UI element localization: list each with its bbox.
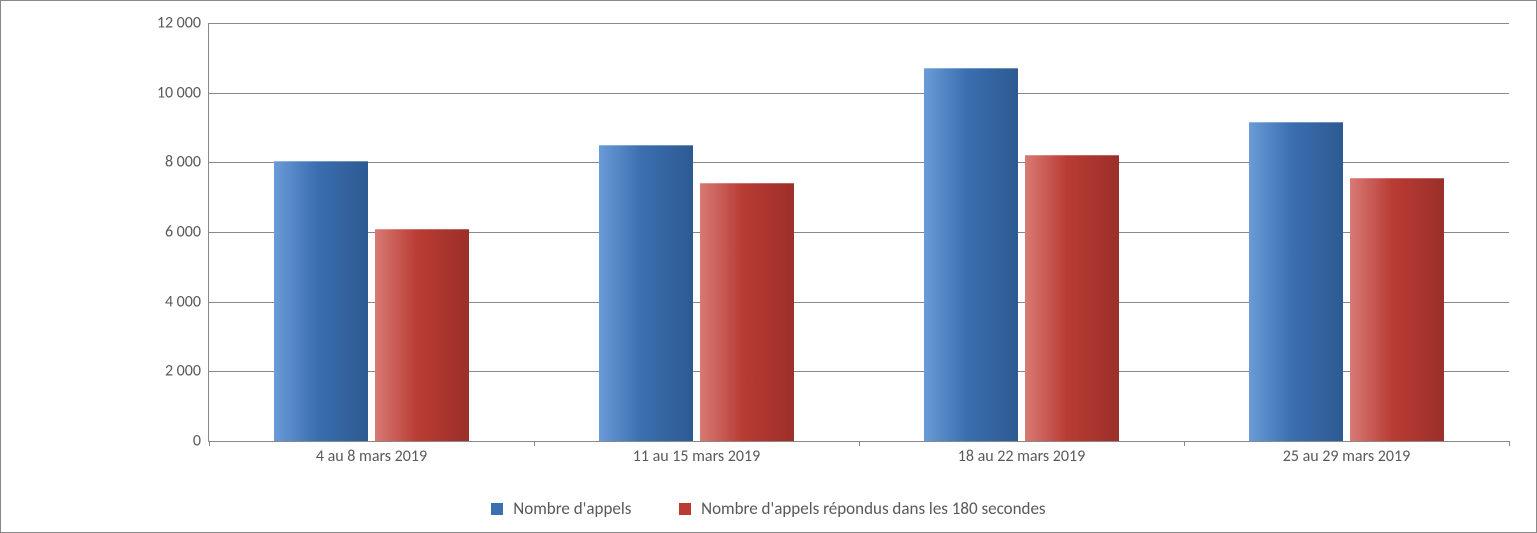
bar-series-1 (924, 68, 1018, 441)
bar-series-1 (1249, 122, 1343, 441)
ytick-label: 2 000 (165, 362, 209, 381)
xtick-label: 4 au 8 mars 2019 (209, 441, 534, 466)
xtick-mark (209, 441, 210, 446)
legend: Nombre d'appels Nombre d'appels répondus… (1, 498, 1536, 519)
bar-series-2 (1350, 178, 1444, 441)
bar-group: 25 au 29 mars 2019 (1184, 23, 1509, 441)
bar-group: 4 au 8 mars 2019 (209, 23, 534, 441)
plot-area: 4 au 8 mars 201911 au 15 mars 201918 au … (208, 23, 1509, 442)
bar-series-2 (375, 229, 469, 441)
ytick-label: 12 000 (157, 14, 209, 33)
bar-groups: 4 au 8 mars 201911 au 15 mars 201918 au … (209, 23, 1509, 441)
ytick-label: 8 000 (165, 153, 209, 172)
legend-item-series-1: Nombre d'appels (491, 498, 631, 519)
legend-label: Nombre d'appels (513, 498, 631, 519)
legend-swatch-icon (679, 503, 691, 515)
chart-frame: 4 au 8 mars 201911 au 15 mars 201918 au … (0, 0, 1537, 533)
xtick-label: 18 au 22 mars 2019 (859, 441, 1184, 466)
bar-series-1 (599, 145, 693, 441)
bar-group: 11 au 15 mars 2019 (534, 23, 859, 441)
legend-label: Nombre d'appels répondus dans les 180 se… (701, 498, 1045, 519)
ytick-label: 0 (193, 432, 209, 451)
xtick-label: 25 au 29 mars 2019 (1184, 441, 1509, 466)
legend-swatch-icon (491, 503, 503, 515)
ytick-label: 10 000 (157, 83, 209, 102)
bar-group: 18 au 22 mars 2019 (859, 23, 1184, 441)
bar-series-2 (700, 183, 794, 441)
legend-item-series-2: Nombre d'appels répondus dans les 180 se… (679, 498, 1045, 519)
bar-series-1 (274, 161, 368, 441)
ytick-label: 4 000 (165, 292, 209, 311)
ytick-label: 6 000 (165, 223, 209, 242)
bar-series-2 (1025, 155, 1119, 441)
xtick-mark (1509, 441, 1510, 446)
xtick-label: 11 au 15 mars 2019 (534, 441, 859, 466)
